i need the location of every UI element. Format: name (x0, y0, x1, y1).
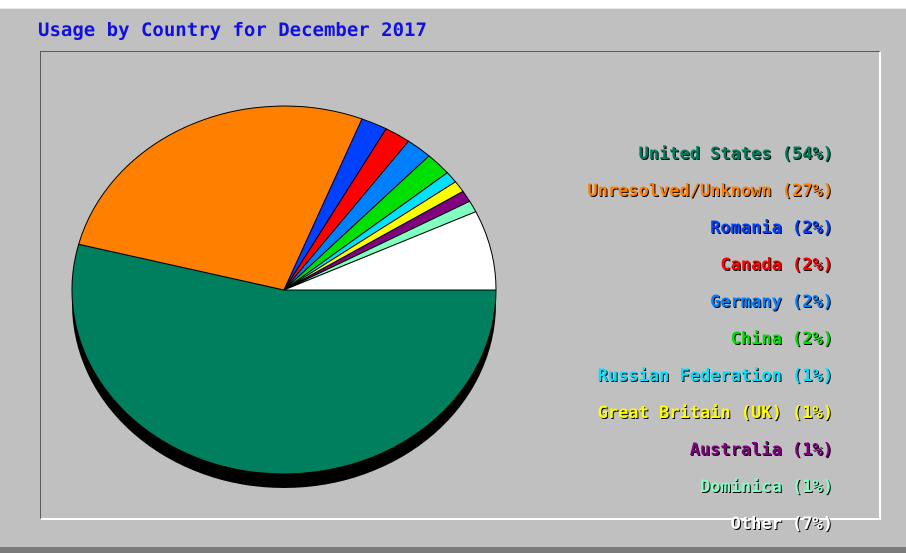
legend-item: Dominica (1%) (699, 477, 833, 497)
legend: United States (54%) Unresolved/Unknown (2… (587, 136, 833, 543)
legend-item: Great Britain (UK) (1%) (597, 403, 833, 423)
pie-slice (78, 105, 363, 291)
legend-item: Germany (2%) (710, 292, 833, 312)
legend-item: China (2%) (730, 329, 833, 349)
legend-item: Canada (2%) (720, 255, 833, 275)
legend-item: Other (7%) (730, 514, 833, 534)
pie-chart (71, 105, 497, 488)
legend-item: Russian Federation (1%) (597, 366, 833, 386)
frame-bottom-edge (0, 547, 906, 553)
legend-item: Australia (1%) (689, 440, 833, 460)
chart-title: Usage by Country for December 2017 (38, 19, 427, 41)
pie-slice (283, 211, 497, 291)
pie-slice (71, 243, 497, 475)
legend-item: United States (54%) (638, 144, 833, 164)
legend-item: Unresolved/Unknown (27%) (587, 181, 833, 201)
legend-item: Romania (2%) (710, 218, 833, 238)
chart-panel: United States (54%) Unresolved/Unknown (2… (40, 51, 881, 534)
chart-frame: Usage by Country for December 2017 Unite… (0, 8, 906, 553)
